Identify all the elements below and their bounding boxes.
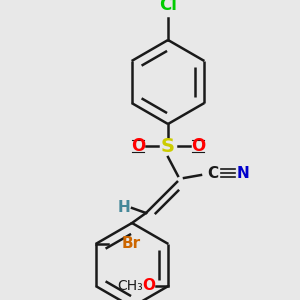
Text: Cl: Cl xyxy=(159,0,177,14)
Text: O: O xyxy=(142,278,155,293)
Text: N: N xyxy=(237,166,249,181)
Text: C: C xyxy=(207,166,219,181)
Text: Br: Br xyxy=(122,236,141,251)
Text: H: H xyxy=(118,200,130,215)
Text: CH₃: CH₃ xyxy=(118,279,143,293)
Text: S: S xyxy=(161,136,175,155)
Text: O: O xyxy=(131,137,145,155)
Text: O: O xyxy=(191,137,205,155)
